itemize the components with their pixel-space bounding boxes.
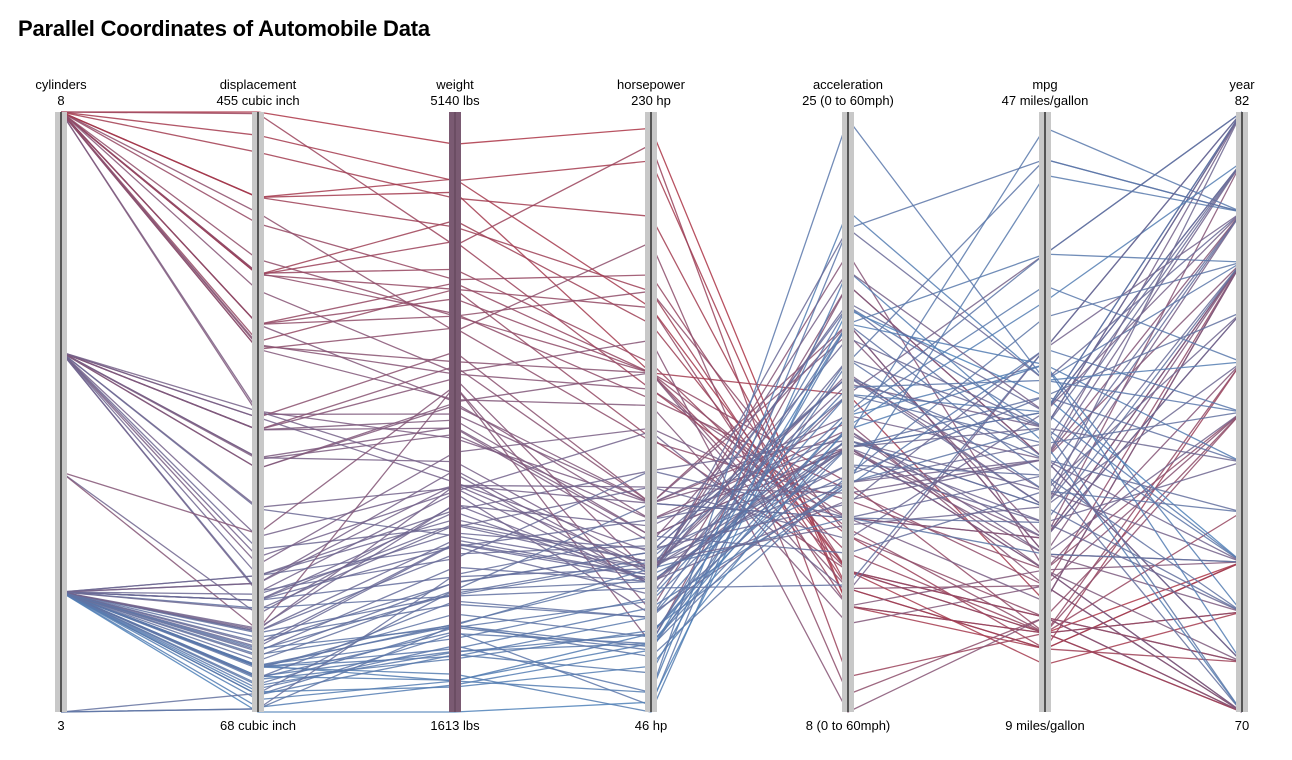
axis-name-label: mpg [1032,77,1057,92]
chart-title: Parallel Coordinates of Automobile Data [18,16,430,41]
axis-max-label: 47 miles/gallon [1002,93,1089,108]
axis-max-label: 455 cubic inch [216,93,299,108]
axis-min-label: 9 miles/gallon [1005,718,1085,733]
axis-name-label: displacement [220,77,297,92]
axis-max-label: 82 [1235,93,1249,108]
axis-min-label: 68 cubic inch [220,718,296,733]
axis-name-label: acceleration [813,77,883,92]
axis-max-label: 8 [57,93,64,108]
axis-min-label: 70 [1235,718,1249,733]
axis-max-label: 5140 lbs [430,93,480,108]
axis-name-label: cylinders [35,77,87,92]
axis-min-label: 1613 lbs [430,718,480,733]
axis-name-label: weight [435,77,474,92]
axis-min-label: 46 hp [635,718,668,733]
axis-name-label: year [1229,77,1255,92]
axis-max-label: 230 hp [631,93,671,108]
axis-min-label: 8 (0 to 60mph) [806,718,891,733]
axis-min-label: 3 [57,718,64,733]
axis-max-label: 25 (0 to 60mph) [802,93,894,108]
axis-name-label: horsepower [617,77,686,92]
